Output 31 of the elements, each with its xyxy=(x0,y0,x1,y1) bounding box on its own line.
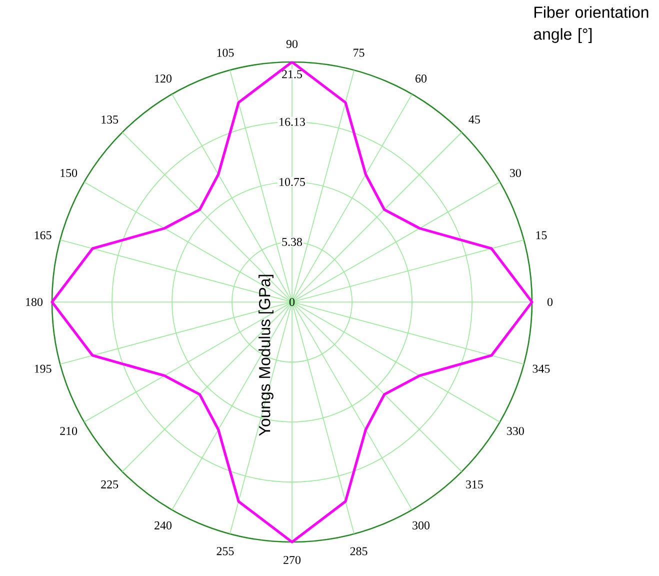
spoke-label: 210 xyxy=(60,426,78,436)
y-tick-label: 5.38 xyxy=(282,238,302,246)
spoke-label: 60 xyxy=(416,74,427,83)
spoke-label: 165 xyxy=(34,231,52,240)
spoke-label: 240 xyxy=(154,521,172,530)
spoke-label: 225 xyxy=(101,480,118,488)
y-tick-label: 16.13 xyxy=(280,118,305,126)
spoke-label: 30 xyxy=(510,168,521,178)
spoke-label: 135 xyxy=(102,116,118,124)
text: Fiber orientation angle [°] xyxy=(534,6,648,43)
spoke-label: 120 xyxy=(155,74,172,83)
spoke-label: 0 xyxy=(547,298,553,306)
spoke-label: 300 xyxy=(412,521,430,530)
spoke-label: 315 xyxy=(466,480,483,488)
spoke-label: 150 xyxy=(60,168,78,178)
spoke-label: 285 xyxy=(350,547,368,556)
spoke-label: 180 xyxy=(26,298,43,306)
spoke-label: 105 xyxy=(217,48,234,57)
y-tick-label: 0 xyxy=(289,298,295,306)
spoke-label: 75 xyxy=(354,48,364,57)
spoke-label: 15 xyxy=(536,231,547,240)
spoke-label: 45 xyxy=(468,116,480,124)
spoke-label: 255 xyxy=(216,547,234,556)
spoke-label: 90 xyxy=(286,40,298,48)
text: Youngs Modulus [GPa] xyxy=(258,274,274,436)
spoke-label: 270 xyxy=(284,556,301,564)
spoke-label: 330 xyxy=(507,426,524,436)
y-tick-label: 10.75 xyxy=(280,178,305,186)
y-tick-label: 21.5 xyxy=(282,70,302,78)
spoke-label: 195 xyxy=(34,364,52,373)
spoke-label: 345 xyxy=(532,364,550,373)
